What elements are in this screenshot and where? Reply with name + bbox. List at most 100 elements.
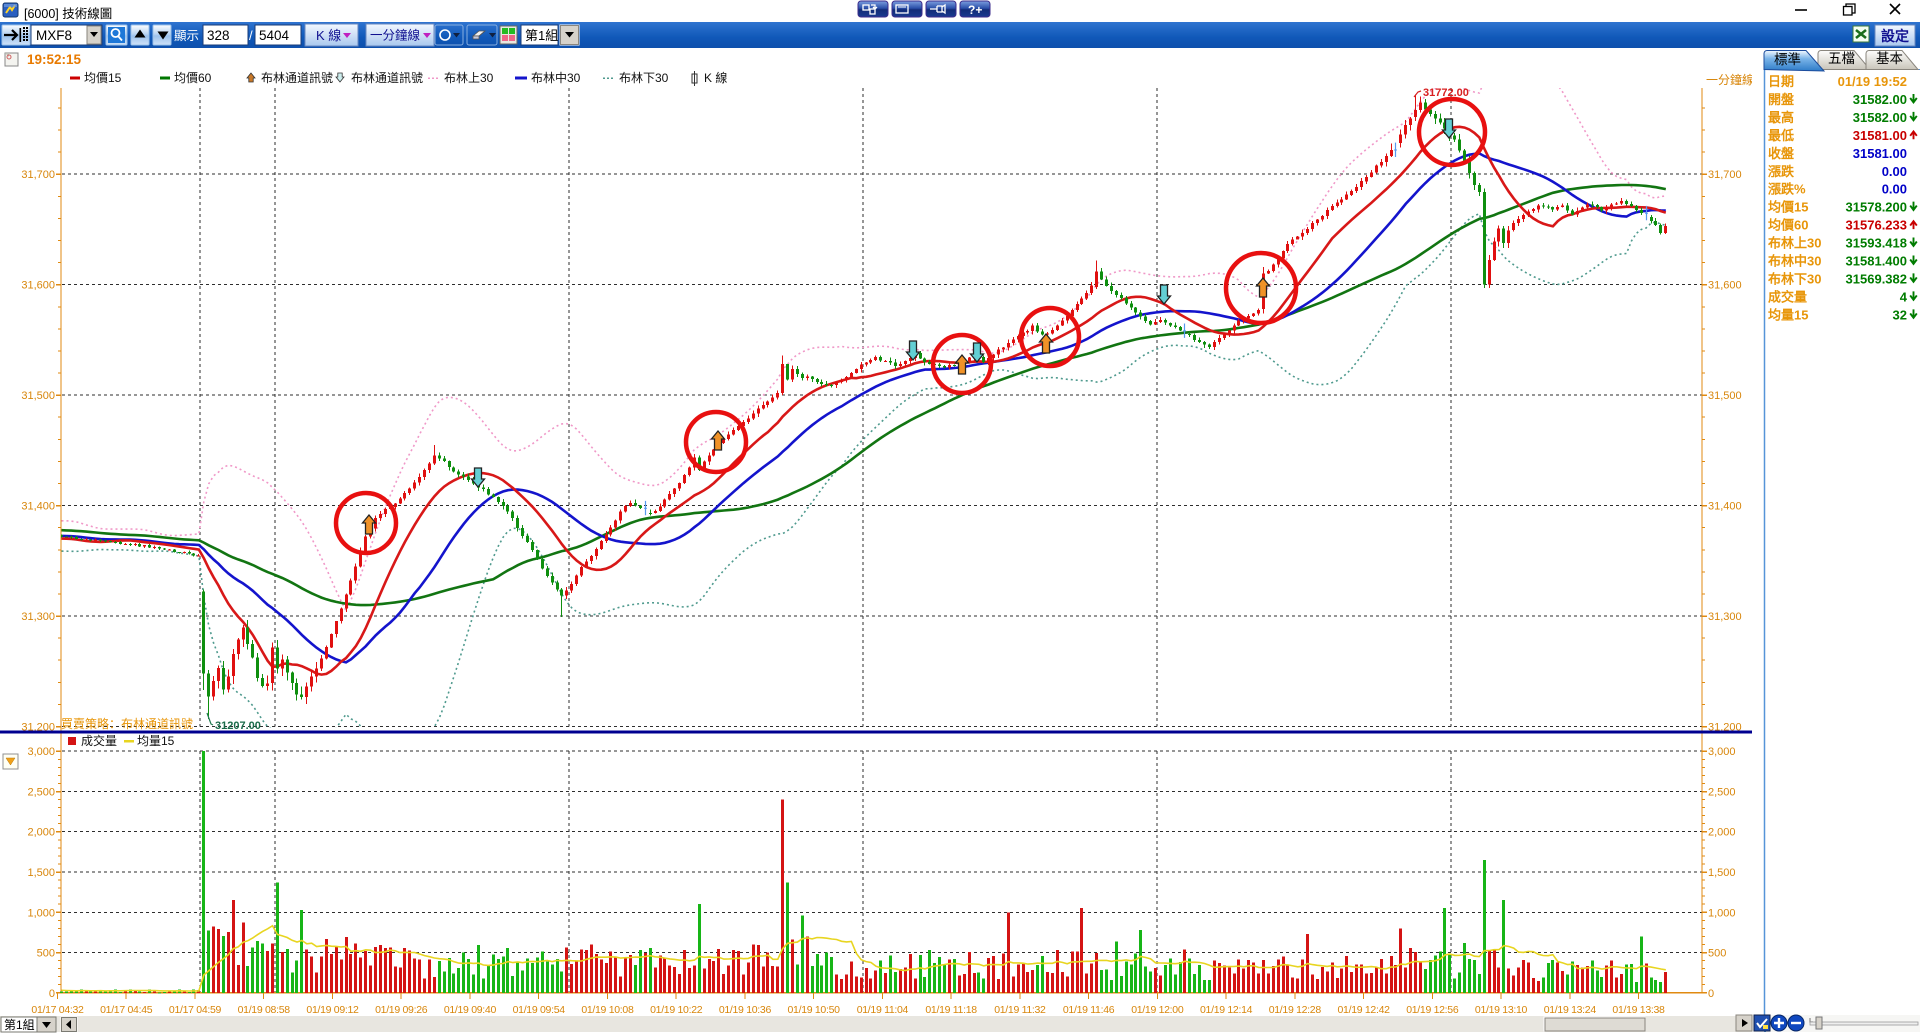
- svg-text:最低: 最低: [1768, 128, 1794, 143]
- svg-text:31576.233: 31576.233: [1846, 218, 1907, 233]
- svg-text:01/19 12:56: 01/19 12:56: [1406, 1004, 1459, 1015]
- svg-text:0: 0: [1708, 988, 1714, 1000]
- svg-text:01/19 12:28: 01/19 12:28: [1269, 1004, 1322, 1015]
- svg-text:01/19 13:10: 01/19 13:10: [1475, 1004, 1528, 1015]
- svg-text:2,000: 2,000: [1708, 827, 1736, 839]
- svg-text:收盤: 收盤: [1768, 146, 1795, 161]
- svg-text:1,000: 1,000: [27, 907, 55, 919]
- svg-text:01/19 09:54: 01/19 09:54: [513, 1004, 566, 1015]
- svg-text:?+: ?+: [968, 3, 982, 17]
- svg-text:2,500: 2,500: [27, 787, 55, 799]
- svg-text:1,500: 1,500: [27, 867, 55, 879]
- svg-text:顯示: 顯示: [174, 29, 199, 43]
- svg-text:01/19 09:12: 01/19 09:12: [306, 1004, 359, 1015]
- svg-text:01/19 12:42: 01/19 12:42: [1338, 1004, 1391, 1015]
- svg-text:31593.418: 31593.418: [1846, 236, 1907, 251]
- svg-text:/: /: [249, 28, 253, 43]
- svg-text:31582.00: 31582.00: [1853, 110, 1907, 125]
- svg-text:4: 4: [1900, 289, 1908, 304]
- svg-text:布林下30: 布林下30: [1768, 271, 1821, 286]
- svg-text:31581.400: 31581.400: [1846, 254, 1907, 269]
- svg-text:31569.382: 31569.382: [1846, 271, 1907, 286]
- svg-text:均價60: 均價60: [1768, 218, 1808, 233]
- svg-text:開盤: 開盤: [1768, 92, 1795, 107]
- svg-text:31581.00: 31581.00: [1853, 146, 1907, 161]
- svg-text:31,700: 31,700: [1708, 169, 1742, 181]
- svg-text:第1組: 第1組: [4, 1018, 35, 1032]
- svg-text:成交量: 成交量: [81, 733, 117, 748]
- svg-text:日期: 日期: [1768, 74, 1794, 89]
- svg-text:3,000: 3,000: [1708, 746, 1736, 758]
- svg-text:0: 0: [49, 988, 55, 1000]
- svg-text:均價60: 均價60: [174, 71, 212, 85]
- svg-text:32: 32: [1893, 307, 1907, 322]
- svg-text:1,000: 1,000: [1708, 907, 1736, 919]
- svg-text:布林中30: 布林中30: [531, 70, 581, 85]
- svg-text:01/19 10:08: 01/19 10:08: [581, 1004, 634, 1015]
- svg-text:K 線: K 線: [704, 70, 727, 85]
- svg-text:買賣策略：布林通道訊號: 買賣策略：布林通道訊號: [61, 716, 193, 731]
- svg-text:第1組: 第1組: [525, 28, 558, 43]
- svg-text:31772.00: 31772.00: [1423, 87, 1469, 99]
- svg-text:01/19 10:36: 01/19 10:36: [719, 1004, 772, 1015]
- svg-text:01/19 08:58: 01/19 08:58: [238, 1004, 291, 1015]
- svg-text:3,000: 3,000: [27, 746, 55, 758]
- svg-text:01/19 13:38: 01/19 13:38: [1612, 1004, 1665, 1015]
- svg-text:均價15: 均價15: [84, 71, 122, 85]
- svg-text:5404: 5404: [259, 28, 290, 43]
- svg-text:0.00: 0.00: [1882, 164, 1907, 179]
- svg-text:均量15: 均量15: [1768, 307, 1808, 322]
- svg-text:31,400: 31,400: [1708, 501, 1742, 513]
- svg-text:布林通道訊號: 布林通道訊號: [261, 70, 333, 85]
- svg-text:設定: 設定: [1881, 28, 1909, 44]
- svg-text:31,600: 31,600: [1708, 280, 1742, 292]
- svg-text:01/19 12:14: 01/19 12:14: [1200, 1004, 1253, 1015]
- svg-text:01/17 04:32: 01/17 04:32: [31, 1004, 84, 1015]
- svg-text:01/19 11:04: 01/19 11:04: [857, 1004, 909, 1015]
- svg-text:31,700: 31,700: [21, 169, 55, 181]
- svg-text:01/19 11:32: 01/19 11:32: [994, 1004, 1046, 1015]
- svg-text:328: 328: [207, 28, 230, 43]
- svg-text:K 線: K 線: [316, 28, 341, 43]
- svg-text:01/19 10:50: 01/19 10:50: [788, 1004, 841, 1015]
- svg-text:均價15: 均價15: [1768, 200, 1808, 215]
- svg-text:01/19 13:24: 01/19 13:24: [1544, 1004, 1597, 1015]
- svg-text:01/19 11:46: 01/19 11:46: [1063, 1004, 1115, 1015]
- svg-text:布林上30: 布林上30: [444, 71, 494, 85]
- svg-text:01/19 09:40: 01/19 09:40: [444, 1004, 497, 1015]
- svg-text:漲跌%: 漲跌%: [1768, 182, 1806, 197]
- svg-text:一分鐘線: 一分鐘線: [370, 28, 421, 43]
- svg-text:成交量: 成交量: [1768, 289, 1807, 304]
- svg-text:五檔: 五檔: [1828, 51, 1855, 66]
- svg-text:01/17 04:59: 01/17 04:59: [169, 1004, 222, 1015]
- svg-text:均量15: 均量15: [137, 734, 175, 748]
- svg-text:基本: 基本: [1876, 50, 1904, 66]
- svg-text:31207.00: 31207.00: [215, 720, 261, 732]
- svg-text:標準: 標準: [1774, 52, 1801, 67]
- svg-text:01/19 12:00: 01/19 12:00: [1131, 1004, 1184, 1015]
- svg-text:布林下30: 布林下30: [619, 71, 669, 85]
- svg-text:MXF8: MXF8: [36, 28, 72, 43]
- svg-text:01/19 19:52: 01/19 19:52: [1838, 74, 1907, 89]
- svg-text:01/19 11:18: 01/19 11:18: [925, 1004, 977, 1015]
- svg-text:19:52:15: 19:52:15: [27, 52, 82, 67]
- svg-text:最高: 最高: [1768, 110, 1794, 125]
- svg-text:31,600: 31,600: [21, 280, 55, 292]
- svg-text:漲跌: 漲跌: [1768, 164, 1795, 179]
- svg-text:一分鐘線: 一分鐘線: [1706, 72, 1752, 87]
- svg-text:31,500: 31,500: [1708, 390, 1742, 402]
- svg-text:31,300: 31,300: [1708, 611, 1742, 623]
- svg-text:布林通道訊號: 布林通道訊號: [351, 70, 423, 85]
- svg-text:31,300: 31,300: [21, 611, 55, 623]
- svg-text:布林中30: 布林中30: [1768, 254, 1821, 269]
- svg-text:500: 500: [37, 948, 55, 960]
- svg-text:01/19 09:26: 01/19 09:26: [375, 1004, 428, 1015]
- svg-text:31,500: 31,500: [21, 390, 55, 402]
- svg-text:1,500: 1,500: [1708, 867, 1736, 879]
- svg-text:31581.00: 31581.00: [1853, 128, 1907, 143]
- svg-text:31,400: 31,400: [21, 501, 55, 513]
- svg-text:31578.200: 31578.200: [1846, 200, 1907, 215]
- svg-text:01/17 04:45: 01/17 04:45: [100, 1004, 153, 1015]
- svg-text:500: 500: [1708, 948, 1726, 960]
- svg-text:2,000: 2,000: [27, 827, 55, 839]
